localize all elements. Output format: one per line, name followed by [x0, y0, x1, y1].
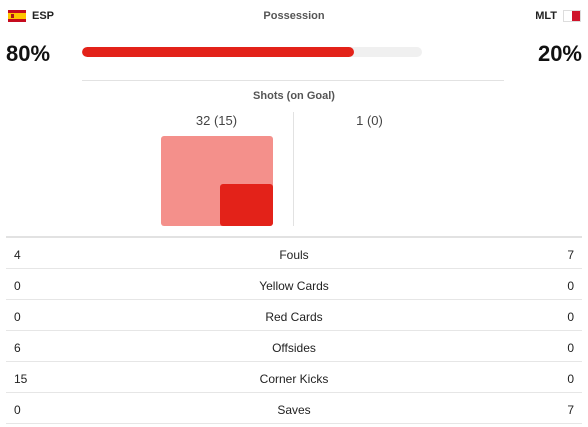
stat-home-value: 0: [14, 310, 21, 324]
home-shots-on-goal-block: [220, 184, 273, 226]
stat-label: Offsides: [272, 341, 316, 355]
stat-home-value: 4: [14, 248, 21, 262]
stat-away-value: 7: [567, 248, 574, 262]
possession-title: Possession: [263, 10, 325, 22]
stat-row: 6 Offsides 0: [6, 331, 582, 362]
stat-row: 0 Red Cards 0: [6, 300, 582, 331]
possession-section: ESP Possession MLT 80% 20%: [0, 0, 588, 80]
divider: [82, 80, 504, 81]
home-team: ESP: [8, 10, 54, 22]
home-possession-value: 80%: [6, 41, 51, 66]
stat-away-value: 0: [567, 310, 574, 324]
stat-home-value: 0: [14, 279, 21, 293]
stat-away-value: 0: [567, 372, 574, 386]
stat-label: Red Cards: [265, 310, 323, 324]
away-possession-value: 20%: [537, 41, 582, 66]
stat-label: Corner Kicks: [259, 372, 329, 386]
stat-row: 0 Yellow Cards 0: [6, 269, 582, 300]
malta-flag-icon: [563, 10, 581, 22]
stat-home-value: 0: [14, 403, 21, 417]
stat-label: Saves: [277, 403, 311, 417]
stat-row: 15 Corner Kicks 0: [6, 362, 582, 393]
stat-home-value: 15: [14, 372, 28, 386]
away-shots-value: 1 (0): [356, 113, 383, 128]
home-shots-value: 32 (15): [195, 113, 238, 128]
stat-row: 0 Saves 7: [6, 393, 582, 424]
stat-label: Fouls: [279, 248, 309, 262]
away-team: MLT: [535, 10, 581, 22]
stat-row: 4 Fouls 7: [6, 238, 582, 269]
possession-bar-fill: [82, 47, 354, 57]
stat-away-value: 0: [567, 341, 574, 355]
spain-flag-icon: [8, 10, 26, 22]
stats-table: 4 Fouls 7 0 Yellow Cards 0 0 Red Cards 0 6 Offside…: [6, 236, 582, 424]
possession-bar: [82, 47, 422, 57]
stat-away-value: 7: [567, 403, 574, 417]
shots-title: Shots (on Goal): [253, 90, 335, 102]
stat-home-value: 6: [14, 341, 21, 355]
away-team-code: MLT: [535, 10, 557, 22]
shots-divider: [293, 112, 294, 226]
home-team-code: ESP: [32, 10, 55, 22]
stat-away-value: 0: [567, 279, 574, 293]
stat-label: Yellow Cards: [259, 279, 329, 293]
